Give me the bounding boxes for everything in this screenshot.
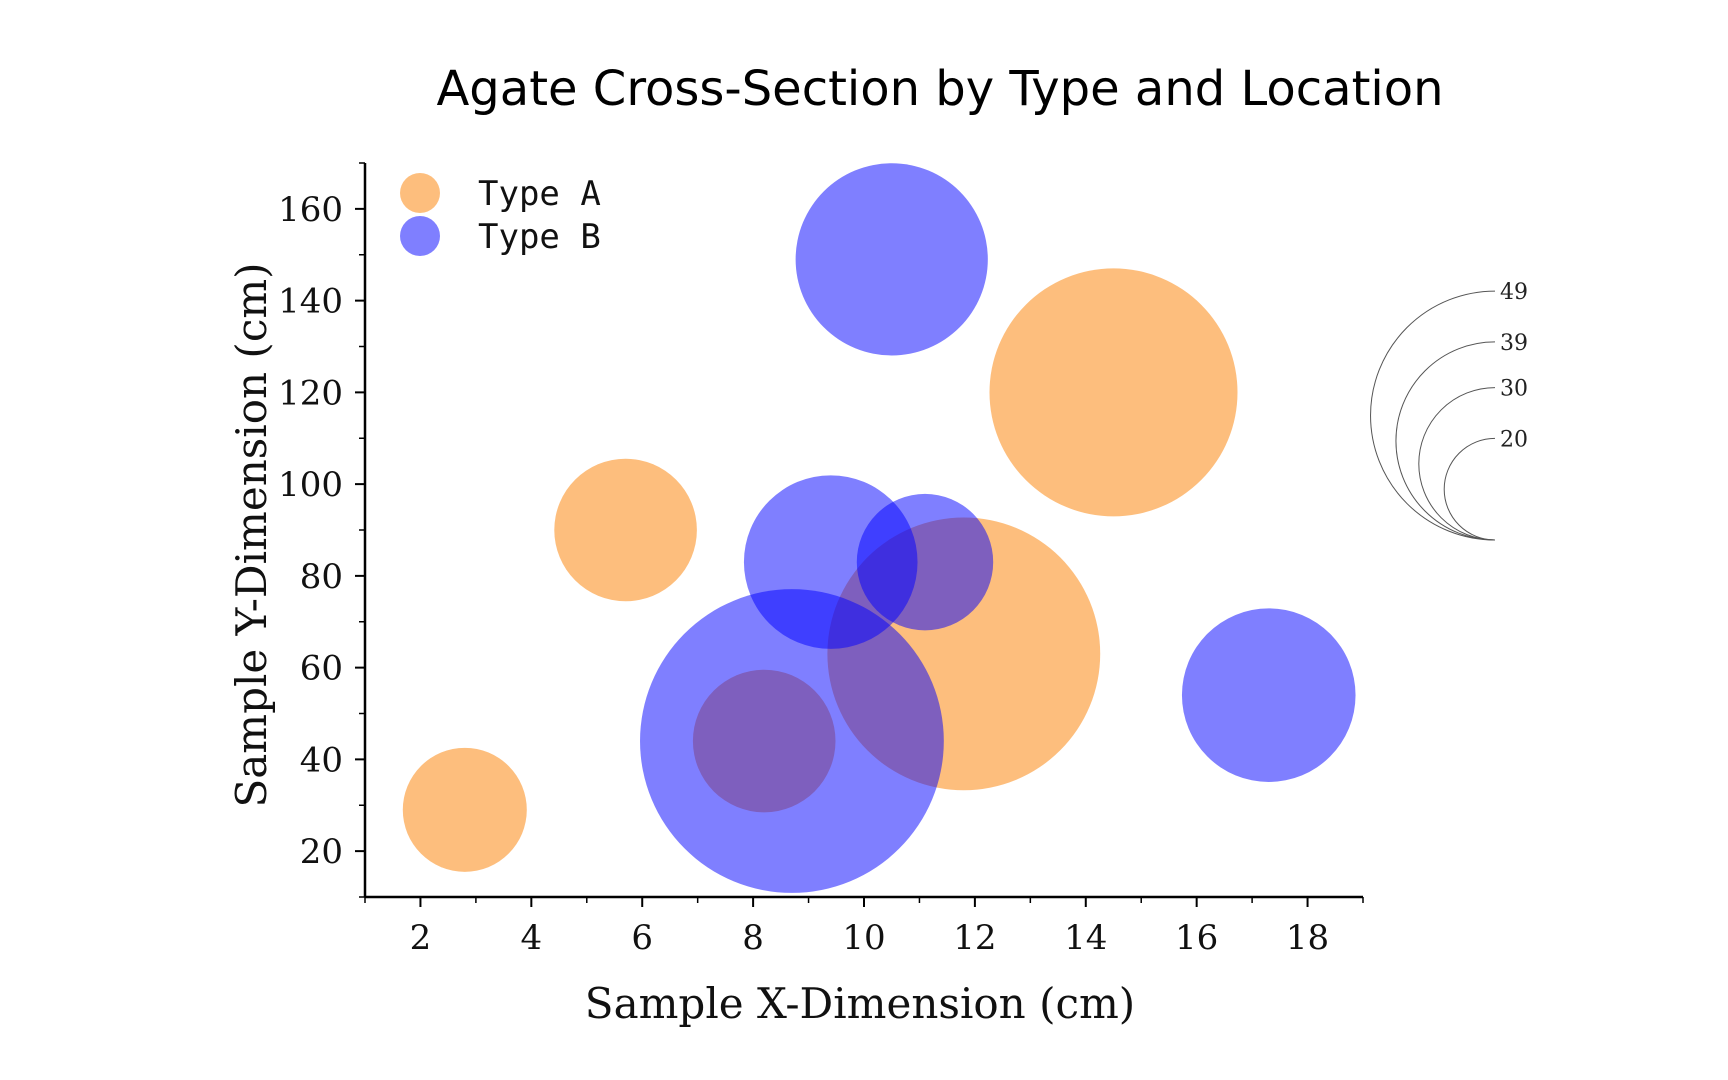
x-tick-label: 4: [521, 918, 543, 958]
y-tick-label: 60: [300, 649, 343, 689]
x-tick-label: 10: [842, 918, 885, 958]
bubble-type-b-5: [1181, 608, 1356, 782]
size-legend-arc: [1370, 290, 1496, 541]
ticks: 2 4 6 8 10 12 14 16 18 20 40 60 80 100 120 140 160: [278, 162, 1364, 958]
bubble-type-a-2: [554, 458, 697, 602]
y-tick-label: 160: [278, 190, 343, 230]
legend-marker-type-b: [400, 216, 440, 256]
y-tick-label: 120: [278, 373, 343, 413]
x-tick-label: 2: [410, 918, 432, 958]
legend-label: Type B: [478, 217, 601, 257]
size-legend-label: 39: [1500, 331, 1528, 356]
x-tick-label: 14: [1064, 918, 1107, 958]
legend-label: Type A: [478, 174, 601, 214]
x-axis-label: Sample X-Dimension (cm): [585, 979, 1135, 1028]
y-axis-label: Sample Y-Dimension (cm): [227, 262, 276, 807]
x-tick-label: 16: [1175, 918, 1218, 958]
x-tick-label: 6: [631, 918, 653, 958]
x-tick-label: 18: [1286, 918, 1329, 958]
size-legend-arc: [1395, 341, 1496, 541]
bubble-type-a-1: [402, 747, 527, 872]
bubble-type-b-1: [640, 589, 944, 893]
size-legend: 20 30 39 49: [1370, 280, 1528, 541]
legend-marker-type-a: [400, 173, 440, 213]
bubbles-layer: [402, 163, 1356, 893]
size-legend-label: 20: [1500, 427, 1528, 452]
y-tick-label: 100: [278, 465, 343, 505]
bubble-type-a-5: [989, 268, 1238, 517]
bubble-type-b-3: [795, 163, 988, 356]
y-tick-label: 80: [300, 557, 343, 597]
chart-title: Agate Cross-Section by Type and Location: [436, 61, 1443, 117]
y-tick-label: 20: [300, 832, 343, 872]
size-legend-arc: [1443, 437, 1496, 541]
x-tick-label: 8: [742, 918, 764, 958]
y-tick-label: 40: [300, 740, 343, 780]
size-legend-arc: [1418, 387, 1496, 541]
x-tick-label: 12: [953, 918, 996, 958]
y-tick-label: 140: [278, 282, 343, 322]
size-legend-label: 30: [1500, 377, 1528, 402]
bubble-type-b-4: [856, 493, 994, 631]
size-legend-label: 49: [1500, 280, 1528, 305]
